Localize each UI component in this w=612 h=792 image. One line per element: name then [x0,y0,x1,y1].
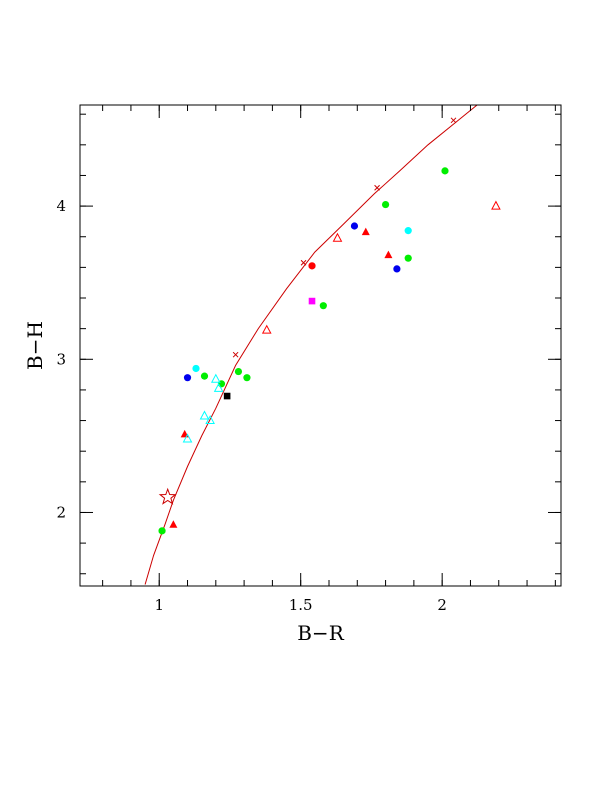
star-marker [158,487,177,505]
y-tick-label: 3 [56,350,66,368]
data-point-triangle-open [205,414,215,425]
y-tick-label: 4 [56,197,66,215]
data-point-circle [404,227,412,235]
curve-cross-marker [450,117,457,124]
axis-ticks [80,105,561,586]
data-point-triangle-open [210,373,221,383]
data-point-circle [404,254,412,262]
data-point-square [223,392,231,400]
data-point-circle [441,167,449,175]
data-point-circle [243,374,251,382]
data-point-triangle-open [213,382,224,392]
tick-labels: 1 1.5 2 2 3 4 [56,197,446,614]
data-point-triangle-filled [384,250,393,259]
data-point-circle [350,222,359,230]
x-tick-label: 1 [154,596,164,614]
curve-cross-marker [300,259,307,266]
model-curve [144,105,478,585]
data-point-triangle-open [199,410,210,420]
data-point-triangle-filled [361,227,370,236]
x-tick-label: 1.5 [289,596,313,614]
data-point-circle [319,302,327,310]
data-point-triangle-open [182,433,193,443]
x-tick-label: 2 [437,596,447,614]
data-point-circle [381,200,390,209]
data-point-circle [183,374,192,382]
data-point-circle [200,372,209,380]
data-point-triangle-open [261,324,272,334]
data-point-triangle-open [332,232,343,242]
x-axis-label: B−R [297,621,344,645]
data-point-triangle-open [491,200,501,210]
data-point-triangle-filled [169,520,178,528]
data-point-square [308,297,316,305]
plot-marks [144,105,501,585]
curve-cross-marker [232,351,239,358]
model-curve-group [144,105,478,585]
data-point-circle [308,262,316,270]
data-point-circle [393,265,401,273]
y-tick-label: 2 [56,503,66,521]
data-point-circle [192,364,200,373]
curve-cross-marker [374,184,380,191]
data-point-circle [158,527,166,535]
data-point-circle [234,367,243,376]
y-axis-label: B−H [23,321,47,370]
plot-frame [79,104,562,587]
